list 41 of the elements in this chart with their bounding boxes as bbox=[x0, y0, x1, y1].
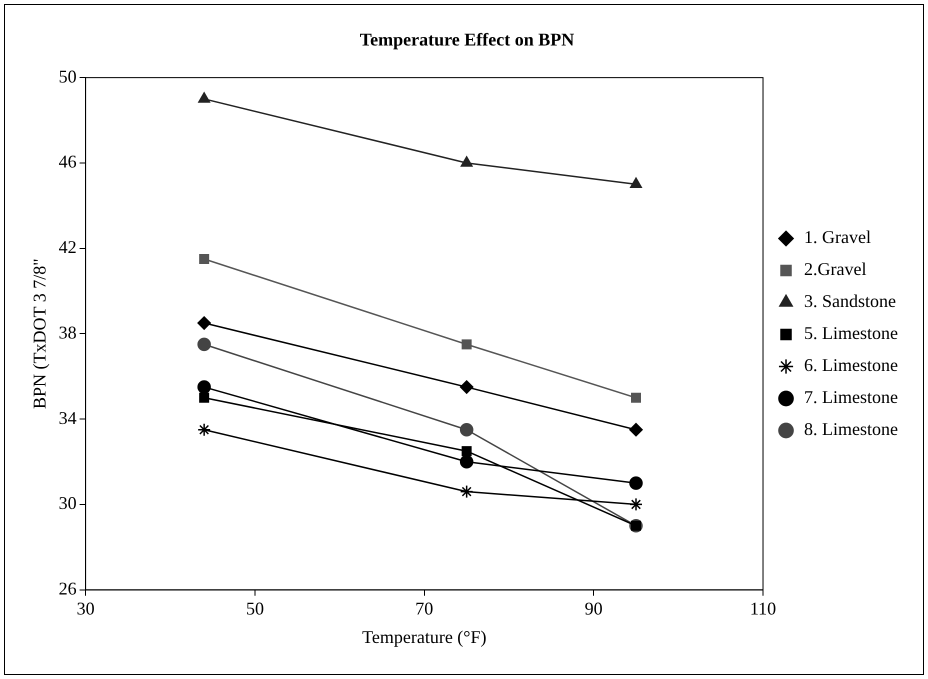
x-tick-label: 30 bbox=[76, 598, 95, 618]
y-tick-label: 42 bbox=[58, 237, 77, 258]
legend-label: 8. Limestone bbox=[804, 419, 898, 440]
y-tick-label: 30 bbox=[58, 493, 77, 514]
x-tick-label: 110 bbox=[750, 598, 776, 618]
point bbox=[460, 380, 474, 394]
chart-title: Temperature Effect on BPN bbox=[360, 29, 574, 50]
point bbox=[197, 380, 211, 394]
legend-label: 5. Limestone bbox=[804, 323, 898, 344]
x-tick-label: 50 bbox=[246, 598, 264, 618]
point bbox=[197, 422, 211, 436]
point bbox=[197, 316, 211, 330]
y-tick-label: 38 bbox=[58, 322, 77, 342]
point bbox=[462, 339, 472, 350]
point bbox=[460, 422, 474, 436]
x-tick-label: 70 bbox=[415, 598, 434, 618]
point bbox=[460, 455, 474, 468]
point bbox=[629, 476, 643, 490]
point bbox=[198, 92, 210, 103]
point bbox=[629, 422, 643, 436]
point bbox=[199, 254, 210, 264]
legend-label: 1. Gravel bbox=[804, 227, 872, 248]
y-tick-label: 34 bbox=[58, 408, 77, 428]
legend-label: 2.Gravel bbox=[804, 259, 867, 280]
point bbox=[199, 392, 210, 403]
y-tick-label: 26 bbox=[58, 578, 77, 599]
legend-label: 6. Limestone bbox=[804, 355, 898, 376]
x-axis-title: Temperature (°F) bbox=[362, 626, 487, 647]
point bbox=[629, 498, 643, 512]
y-tick-label: 46 bbox=[58, 152, 77, 172]
legend-label: 3. Sandstone bbox=[804, 291, 896, 312]
y-tick-label: 50 bbox=[58, 66, 77, 86]
point bbox=[462, 446, 472, 456]
legend-label: 7. Limestone bbox=[804, 387, 898, 408]
x-tick-label: 90 bbox=[584, 598, 603, 618]
point bbox=[460, 484, 474, 498]
point bbox=[630, 178, 642, 188]
point bbox=[460, 156, 473, 167]
point bbox=[197, 338, 211, 352]
point bbox=[631, 392, 641, 403]
y-axis-title: BPN (TxDOT 3 7/8" bbox=[30, 258, 50, 409]
